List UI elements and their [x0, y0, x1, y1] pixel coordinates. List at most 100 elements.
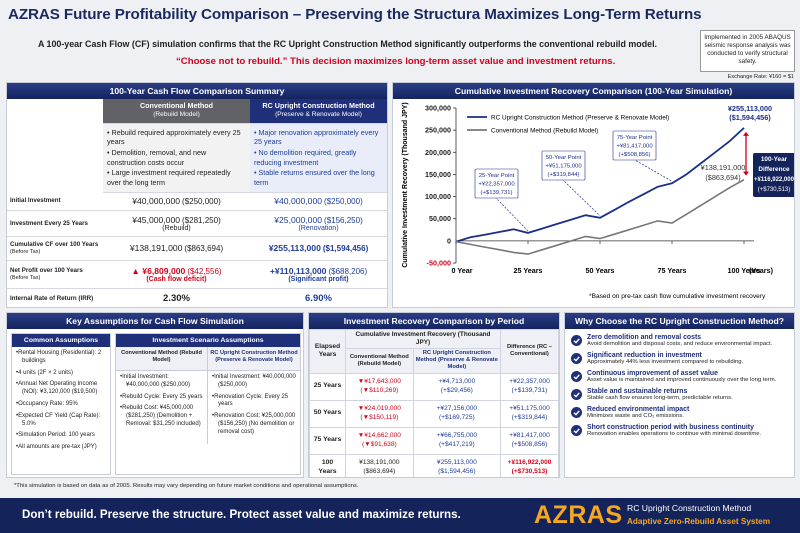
row-label: Investment Every 25 Years [7, 210, 103, 237]
amount: (+$29,456) [440, 386, 473, 394]
check-icon [571, 353, 582, 364]
difference-text: +¥116,922,000 [754, 177, 795, 183]
item: Rebuild Cost: ¥45,000,000 ($281,250) (De… [120, 405, 203, 428]
reason-title: Stable and sustainable returns [587, 388, 688, 395]
amount: (▼$150,119) [360, 413, 399, 421]
amount: ¥40,000,000 [274, 196, 323, 207]
bullet: Major renovation approximately every 25 … [254, 128, 383, 147]
annotation-text: 50-Year Point [546, 155, 582, 161]
amount: ¥40,000,000 [132, 196, 181, 207]
summary-row: Investment Every 25 Years ¥45,000,000 ($2… [7, 210, 387, 237]
col-head: RC Upright Construction Method (Preserve… [208, 347, 300, 371]
check-icon [571, 425, 582, 436]
chart-panel: Cumulative Investment Recovery Compariso… [392, 82, 795, 308]
bullets-row: Rebuild required approximately every 25 … [7, 123, 387, 193]
name: Conventional Method [139, 101, 214, 111]
scenario-box: Investment Scenario Assumptions Conventi… [115, 333, 301, 475]
head: RC Upright Construction Method (Preserve… [412, 348, 502, 374]
exchange-rate: Exchange Rate: ¥160 = $1 [727, 74, 794, 80]
check-icon [571, 335, 582, 346]
y-tick-label: 100,000 [425, 192, 451, 201]
legend-label: RC Upright Construction Method (Preserve… [491, 114, 669, 121]
reason-desc: Avoid demolition and disposal costs, and… [587, 341, 773, 347]
summary-row: Cumulative CF over 100 Years (Before Tax)… [7, 236, 387, 261]
item: Initial Investment: ¥40,000,000 ($250,00… [212, 374, 296, 390]
summary-row: Internal Rate of Return (IRR) 2.30% 6.90% [7, 288, 387, 307]
amount: ¥255,113,000 [436, 459, 477, 467]
column-heads: Conventional Method (Rebuild Model) RC Up… [7, 99, 387, 124]
box-title: Investment Scenario Assumptions [116, 334, 300, 347]
item: 4 units (2F × 2 units) [16, 370, 106, 378]
period-panel: Investment Recovery Comparison by Period… [308, 312, 560, 478]
annotation-box [541, 150, 586, 181]
rc-cell: +¥66,755,000 (+$417,219) [412, 426, 502, 455]
reason-text: Significant reduction in investment Appro… [587, 352, 743, 365]
name: RC Upright Construction Method [262, 101, 375, 111]
difference-box [753, 153, 794, 197]
difference-text: 100-Year [761, 156, 788, 163]
reason: Stable and sustainable returns Stable cas… [565, 385, 794, 403]
period-row: 100 Years ¥138,191,000 ($863,694) ¥255,113,… [309, 453, 559, 477]
item: Occupancy Rate: 95% [16, 401, 106, 409]
footer: Don’t rebuild. Preserve the structure. P… [0, 498, 800, 533]
years: 75 Years [309, 426, 346, 455]
x-unit: (Years) [749, 266, 774, 275]
end-label: ($863,694) [705, 173, 740, 182]
bullet: Rebuild required approximately every 25 … [107, 128, 246, 147]
rc-cell: +¥4,713,000 (+$29,456) [412, 372, 502, 401]
rc-cell: +¥110,113,000 ($688,206) (Significant pro… [249, 260, 387, 289]
value-line: +¥110,113,000 ($688,206) [253, 266, 384, 276]
row-label: Net Profit over 100 Years (Before Tax) [7, 260, 103, 289]
check-icon [571, 407, 582, 418]
reason-desc: Asset value is maintained and improved c… [587, 377, 777, 383]
note-box: Implemented in 2005 ABAQUS seismic respo… [700, 30, 795, 72]
annotation-text: (+$508,856) [619, 152, 651, 158]
amount: (▼$110,269) [360, 386, 399, 394]
summary-table: Conventional Method (Rebuild Model) RC Up… [7, 99, 387, 307]
row-label: Initial Investment [7, 192, 103, 211]
reason-title: Continuous improvement of asset value [587, 370, 718, 377]
annotation-text: (+$139,731) [481, 190, 513, 196]
reason-desc: Approximately 44% less investment compar… [587, 359, 744, 365]
annotation-box [612, 130, 657, 161]
value-line: 6.90% [253, 293, 384, 304]
footnote: *Based on pre-tax cash flow cumulative i… [589, 293, 766, 300]
y-axis-label: Cumulative Investment Recovery (Thousand… [402, 102, 409, 267]
series-line [455, 127, 745, 243]
rc-cell: ¥40,000,000 ($250,000) [249, 192, 387, 211]
bullet: Stable returns ensured over the long ter… [254, 168, 383, 187]
logo-line: RC Upright Construction Method [627, 503, 752, 513]
y-tick-label: 300,000 [425, 104, 451, 113]
head: Conventional Method (Rebuild Model) [345, 348, 414, 374]
bullet: No demolition required, greatly reducing… [254, 148, 383, 167]
panel-title: 100-Year Cash Flow Comparison Summary [7, 83, 387, 99]
reason-desc: Renovation enables operations to continu… [587, 431, 762, 437]
item: Annual Net Operating Income (NOI): ¥3,12… [16, 381, 106, 397]
amount: (+$730,513) [511, 467, 548, 475]
period-row: 75 Years ▼¥14,662,000 (▼$91,638) +¥66,755,0… [309, 426, 559, 455]
conventional-cell: ▼¥17,643,000 (▼$110,269) [345, 372, 414, 401]
value-line: 2.30% [106, 293, 247, 304]
rc-cell: ¥255,113,000 ($1,594,456) [249, 236, 387, 261]
usd: ($688,206) [328, 266, 368, 276]
pointer [632, 158, 673, 182]
reason: Reduced environmental impact Minimizes wa… [565, 403, 794, 421]
amount: ▼¥14,662,000 [357, 432, 401, 440]
reason-desc: Stable cash flow ensures long-term, pred… [587, 395, 733, 401]
rc-cell: +¥27,156,000 (+$169,725) [412, 399, 502, 428]
why-panel: Why Choose the RC Upright Construction M… [564, 312, 795, 478]
value-line: ¥255,113,000 ($1,594,456) [253, 243, 384, 253]
rc-cell: 6.90% [249, 288, 387, 307]
value-line: ¥40,000,000 ($250,000) [253, 196, 384, 206]
logo-line: Adaptive Zero-Rebuild Asset System [627, 517, 771, 526]
annotation-text: (+$319,844) [548, 172, 580, 178]
amount: ¥45,000,000 [132, 214, 181, 225]
reason-title: Reduced environmental impact [587, 406, 690, 413]
series-line [455, 179, 745, 255]
common-list: Rental Housing (Residential): 2 building… [12, 347, 110, 459]
conventional-bullets: Rebuild required approximately every 25 … [103, 123, 250, 193]
subtitle: A 100-year Cash Flow (CF) simulation con… [38, 39, 657, 49]
legend-label: Conventional Method (Rebuild Model) [491, 127, 598, 134]
item: Simulation Period: 100 years [16, 432, 106, 440]
